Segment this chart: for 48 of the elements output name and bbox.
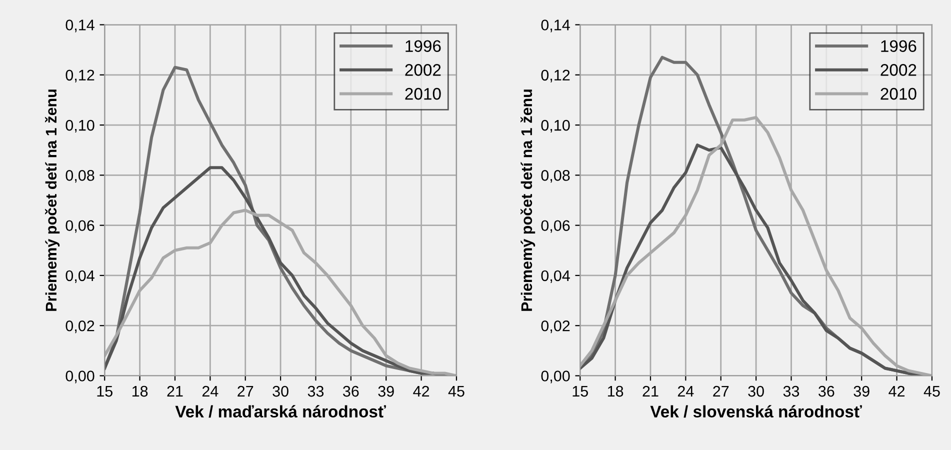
x-tick-label: 42 [888,386,905,397]
x-tick-label: 15 [572,386,588,397]
x-tick-label: 21 [167,386,183,397]
x-tick-label: 30 [272,386,288,397]
x-axis-title: Vek / slovenská národnosť [650,405,862,418]
x-tick-label: 39 [378,386,394,397]
y-tick-label: 0,10 [66,120,94,133]
x-tick-label: 45 [448,386,464,397]
legend-label: 1996 [406,40,441,52]
x-tick-label: 42 [413,386,430,397]
y-tick-label: 0,12 [541,70,570,82]
y-tick-label: 0,14 [541,20,570,32]
y-axis-title: Priememý počet detí na 1 ženu [45,90,60,311]
y-tick-label: 0,02 [66,320,94,334]
legend-label: 2010 [405,88,441,100]
x-tick-label: 21 [642,386,658,397]
x-tick-label: 18 [132,386,148,397]
y-tick-label: 0,04 [541,270,570,283]
y-tick-label: 0,06 [541,220,570,233]
legend-label: 2002 [880,64,916,76]
x-tick-label: 30 [748,386,764,397]
y-axis-title: Priememý počet detí na 1 ženu [520,90,536,311]
x-tick-label: 36 [343,386,359,397]
y-tick-label: 0,14 [66,20,94,32]
x-axis-title: Vek / maďarská národnosť [175,405,386,418]
x-tick-label: 36 [818,386,834,397]
y-tick-label: 0,02 [541,320,570,334]
y-tick-label: 0,08 [66,170,94,183]
y-tick-label: 0,10 [541,120,570,133]
x-tick-label: 27 [238,386,254,397]
x-tick-label: 33 [308,386,324,397]
x-tick-label: 18 [608,386,624,397]
y-tick-label: 0,06 [66,220,94,233]
x-tick-label: 45 [924,386,940,397]
x-tick-label: 27 [713,386,729,397]
legend-label: 2010 [880,88,916,100]
y-tick-label: 0,00 [66,370,94,384]
legend-label: 1996 [881,40,916,52]
x-tick-label: 24 [202,386,218,397]
x-tick-label: 39 [854,386,870,397]
y-tick-label: 0,08 [541,170,570,183]
y-tick-label: 0,04 [66,270,94,283]
y-tick-label: 0,12 [66,70,94,82]
y-tick-label: 0,00 [541,370,570,384]
x-tick-label: 24 [678,386,694,397]
legend-label: 2002 [405,64,441,76]
x-tick-label: 33 [783,386,800,397]
x-tick-label: 15 [97,386,112,397]
